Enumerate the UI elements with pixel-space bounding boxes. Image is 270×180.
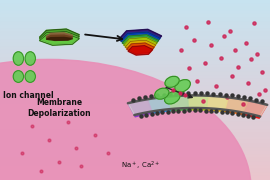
- Bar: [0, 94, 270, 97]
- Bar: [0, 126, 270, 130]
- Bar: [0, 65, 270, 68]
- Bar: [0, 83, 270, 86]
- Ellipse shape: [155, 88, 169, 99]
- Bar: [0, 97, 270, 101]
- Polygon shape: [119, 29, 162, 46]
- Bar: [0, 58, 270, 61]
- Bar: [0, 54, 270, 58]
- Bar: [0, 36, 270, 40]
- Bar: [0, 14, 270, 18]
- Polygon shape: [46, 37, 73, 40]
- Bar: [0, 79, 270, 83]
- Bar: [0, 122, 270, 126]
- Polygon shape: [39, 29, 79, 43]
- Bar: [0, 119, 270, 122]
- Bar: [0, 108, 270, 112]
- Text: Membrane
Depolarization: Membrane Depolarization: [28, 98, 91, 118]
- Bar: [0, 173, 270, 176]
- Bar: [0, 76, 270, 79]
- Polygon shape: [39, 34, 79, 45]
- Polygon shape: [121, 32, 160, 47]
- Bar: [0, 137, 270, 140]
- Wedge shape: [128, 99, 153, 117]
- Ellipse shape: [165, 91, 180, 104]
- Bar: [0, 32, 270, 36]
- Bar: [0, 115, 270, 119]
- Ellipse shape: [13, 52, 23, 65]
- Polygon shape: [124, 37, 157, 50]
- Polygon shape: [128, 46, 153, 55]
- Bar: [0, 43, 270, 47]
- Polygon shape: [39, 31, 79, 44]
- Bar: [0, 176, 270, 180]
- Bar: [0, 86, 270, 90]
- Bar: [0, 7, 270, 11]
- Bar: [0, 25, 270, 29]
- Bar: [0, 68, 270, 72]
- Bar: [0, 61, 270, 65]
- Bar: [0, 72, 270, 76]
- Polygon shape: [128, 95, 267, 116]
- Polygon shape: [127, 43, 154, 53]
- Bar: [0, 130, 270, 133]
- Ellipse shape: [25, 71, 35, 82]
- Ellipse shape: [175, 80, 190, 92]
- Bar: [0, 101, 270, 104]
- Polygon shape: [46, 33, 73, 39]
- Bar: [0, 169, 270, 173]
- Bar: [0, 104, 270, 108]
- Bar: [0, 4, 270, 7]
- Bar: [0, 29, 270, 32]
- Bar: [0, 112, 270, 115]
- Bar: [0, 11, 270, 14]
- Bar: [0, 133, 270, 137]
- Wedge shape: [207, 96, 228, 112]
- Text: Na$^+$, Ca$^{2+}$: Na$^+$, Ca$^{2+}$: [121, 159, 160, 172]
- Bar: [0, 144, 270, 148]
- Wedge shape: [188, 95, 208, 110]
- Ellipse shape: [165, 76, 179, 87]
- Ellipse shape: [0, 59, 251, 180]
- Polygon shape: [122, 35, 159, 49]
- Bar: [0, 0, 270, 4]
- Bar: [0, 155, 270, 158]
- Bar: [0, 151, 270, 155]
- Wedge shape: [147, 97, 170, 113]
- Bar: [0, 22, 270, 25]
- Polygon shape: [46, 35, 73, 40]
- Bar: [0, 50, 270, 54]
- Wedge shape: [224, 97, 248, 114]
- Bar: [0, 90, 270, 94]
- Ellipse shape: [25, 52, 35, 65]
- Bar: [0, 18, 270, 22]
- Bar: [0, 148, 270, 151]
- Wedge shape: [167, 95, 188, 111]
- Wedge shape: [242, 100, 267, 118]
- Bar: [0, 166, 270, 169]
- Bar: [0, 158, 270, 162]
- Text: Ion channel: Ion channel: [3, 91, 53, 100]
- Polygon shape: [125, 40, 156, 52]
- Bar: [0, 140, 270, 144]
- Ellipse shape: [13, 71, 23, 82]
- Bar: [0, 40, 270, 43]
- Bar: [0, 47, 270, 50]
- Bar: [0, 162, 270, 166]
